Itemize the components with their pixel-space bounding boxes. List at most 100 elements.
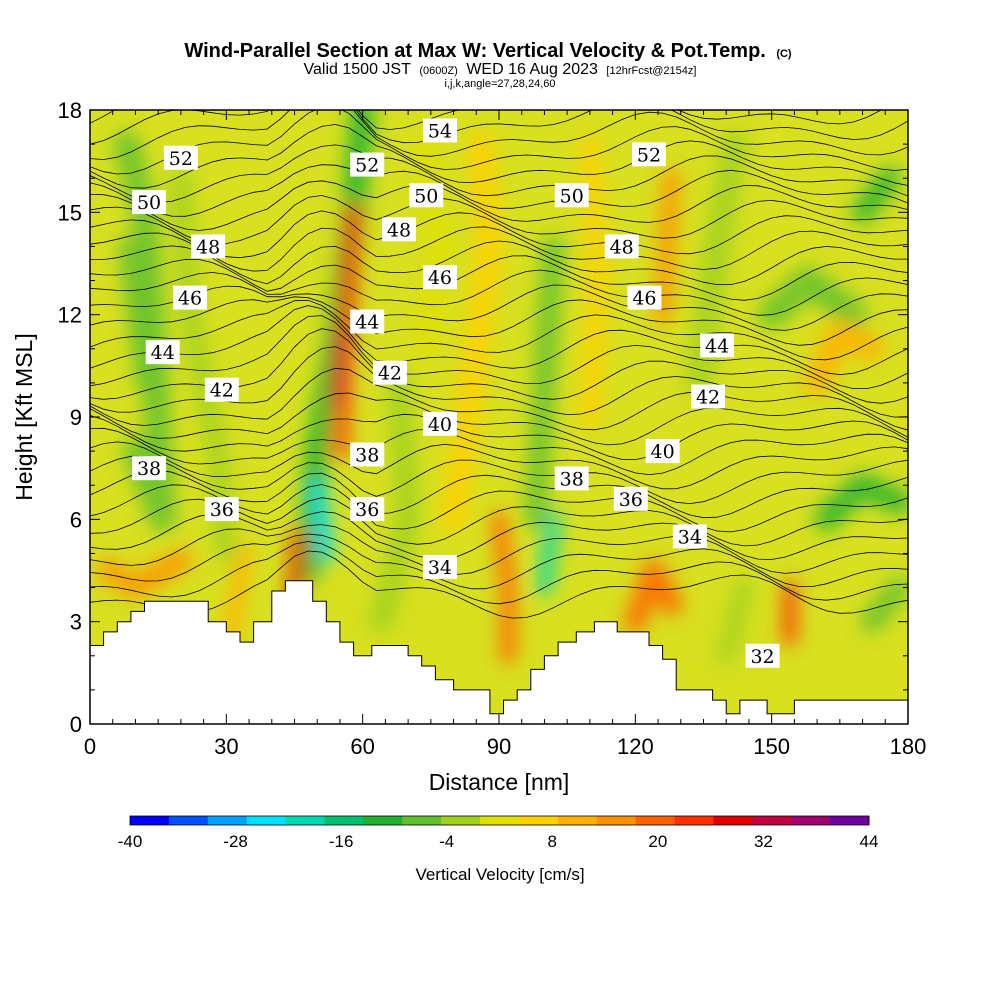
subtitle-zulu: (0600Z)	[419, 65, 458, 77]
contour-label-bg	[372, 360, 407, 385]
colorbar-tick-label: 44	[860, 832, 879, 851]
contour-label: 44	[705, 335, 729, 357]
contour-label: 54	[428, 120, 452, 142]
colorbar-tick-label: -4	[439, 832, 454, 851]
contour-label-bg	[700, 333, 735, 358]
velocity-band	[331, 204, 362, 460]
isentrope-line	[90, 413, 908, 461]
isentrope-line	[90, 427, 908, 476]
subtitle-forecast: [12hrFcst@2154z]	[606, 65, 696, 77]
chart-title-mark: (C)	[776, 48, 792, 60]
contour-label-bg	[204, 497, 239, 522]
x-tick-label: 120	[617, 734, 654, 759]
isentrope-line	[90, 284, 908, 331]
contour-label: 36	[210, 499, 234, 521]
subtitle-valid: Valid 1500 JST	[304, 61, 412, 78]
isentrope-line	[90, 240, 908, 285]
isentrope-line	[90, 305, 908, 376]
x-tick-label: 150	[753, 734, 790, 759]
y-tick-label: 15	[58, 200, 82, 225]
velocity-band	[804, 318, 885, 396]
velocity-band	[440, 131, 503, 533]
contour-label-bg	[145, 340, 180, 365]
colorbar-tick-label: 32	[754, 832, 773, 851]
colorbar-tick-label: 20	[648, 832, 667, 851]
velocity-band	[330, 326, 345, 405]
y-tick-label: 3	[70, 610, 82, 635]
contour-label: 40	[428, 414, 452, 436]
colorbar-swatch	[130, 816, 170, 825]
colorbar-swatch	[363, 816, 403, 825]
isentrope-line	[90, 524, 908, 575]
contour-label-bg	[204, 377, 239, 402]
contour-label: 46	[178, 288, 202, 310]
contour-label: 44	[355, 311, 379, 333]
colorbar-swatch	[596, 816, 637, 825]
contour-label: 50	[414, 185, 438, 207]
isentrope-line	[90, 296, 908, 346]
isentrope-line	[90, 180, 908, 231]
isentrope-line	[90, 124, 908, 189]
colorbar-swatch	[441, 816, 481, 825]
isentrope-line	[90, 469, 908, 519]
contour-label: 36	[355, 499, 379, 521]
isentrope-line	[90, 455, 908, 505]
contour-label: 48	[610, 236, 634, 258]
contour-label-bg	[350, 442, 385, 467]
isentrope-line	[90, 210, 908, 259]
velocity-band	[309, 477, 335, 562]
contour-label: 38	[560, 468, 584, 490]
contour-label-bg	[645, 439, 680, 464]
isentrope-line	[90, 110, 908, 175]
contour-label-bg	[554, 183, 589, 208]
colorbar-swatch	[480, 816, 520, 825]
velocity-band	[851, 167, 901, 224]
colorbar-frame	[129, 815, 870, 826]
subtitle-date: WED 16 Aug 2023	[466, 61, 598, 78]
contour-label: 50	[560, 185, 584, 207]
isentrope-line	[90, 367, 908, 431]
y-tick-label: 12	[58, 303, 82, 328]
y-tick-label: 0	[70, 712, 82, 737]
isentrope-line	[90, 541, 908, 605]
isentrope-line	[90, 255, 908, 301]
velocity-band	[524, 235, 565, 531]
contour-label: 34	[678, 526, 702, 548]
y-axis-label: Height [Kft MSL]	[11, 333, 37, 500]
colorbar-swatch	[207, 816, 248, 825]
x-axis: 0 30 60 90 120 150 180	[84, 110, 926, 759]
velocity-band	[717, 578, 754, 665]
contour-label: 32	[750, 646, 774, 668]
velocity-band	[653, 169, 681, 324]
contour-label-bg	[350, 152, 385, 177]
contour-label-bg	[163, 145, 198, 170]
colorbar-tick-label: -40	[118, 832, 143, 851]
contour-label: 46	[632, 288, 656, 310]
contour-label-bg	[422, 555, 457, 580]
contour-label-bg	[613, 486, 648, 511]
y-tick-label: 6	[70, 507, 82, 532]
y-tick-label: 9	[70, 405, 82, 430]
x-tick-label: 30	[214, 734, 238, 759]
x-tick-label: 180	[890, 734, 927, 759]
colorbar-swatch	[830, 816, 870, 825]
isentrope-line	[90, 299, 908, 361]
contour-label-bg	[422, 411, 457, 436]
contour-label-bg	[422, 265, 457, 290]
colorbar-tick-label: 8	[548, 832, 557, 851]
x-tick-label: 0	[84, 734, 96, 759]
contour-label: 52	[637, 144, 661, 166]
isentrope-line	[90, 269, 908, 316]
isentrope-line	[90, 392, 908, 446]
colorbar: -40 -28 -16 -4 8 20 32 44	[118, 815, 879, 851]
contour-label-bg	[627, 285, 662, 310]
contour-label-bg	[382, 217, 417, 242]
velocity-band	[860, 576, 908, 633]
chart-title-text: Wind-Parallel Section at Max W: Vertical…	[184, 40, 765, 62]
contour-label: 46	[428, 267, 452, 289]
colorbar-tick-label: -16	[329, 832, 354, 851]
colorbar-title: Vertical Velocity [cm/s]	[415, 865, 584, 884]
